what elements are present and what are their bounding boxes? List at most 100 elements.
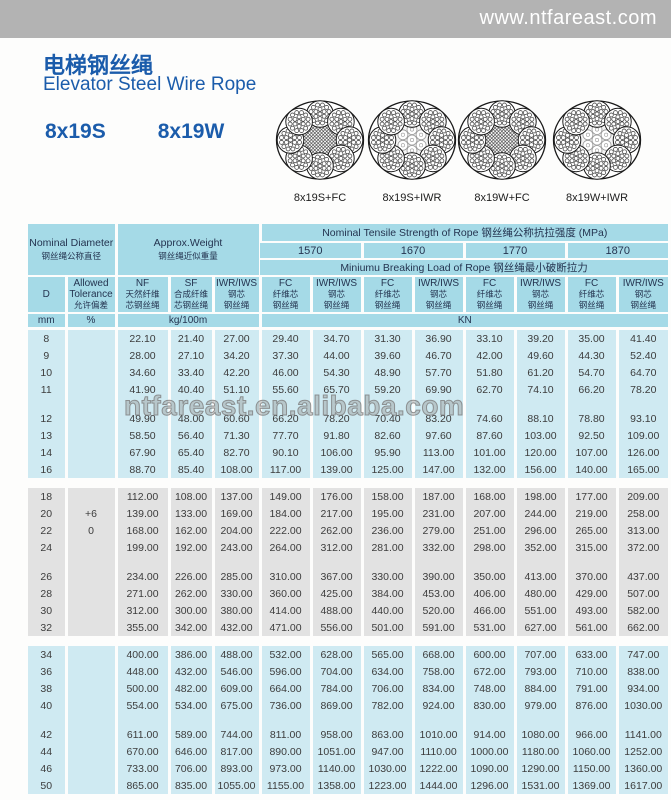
value-cell: 140.00 (564, 461, 618, 483)
value-cell: 78.80 (564, 410, 618, 427)
value-cell: 736.00 (258, 697, 312, 714)
value-cell: 103.00 (513, 427, 567, 444)
value-cell: 406.00 (462, 585, 516, 602)
table-row: 13 58.50 56.40 71.30 77.70 91.80 82.60 97.60 87.… (28, 427, 669, 444)
value-cell: 279.00 (411, 522, 465, 539)
table-row: 46 733.00 706.00 893.00 973.00 1140.00 1030.00… (28, 760, 669, 777)
table-row: 30 312.00 300.00 380.00 414.00 488.00 440.00 52… (28, 602, 669, 619)
value-cell: 78.20 (309, 410, 363, 427)
value-cell: 156.00 (513, 461, 567, 483)
value-cell: 285.00 (211, 568, 261, 585)
value-cell: 149.00 (258, 478, 312, 505)
tolerance-cell (64, 697, 116, 714)
value-cell: 890.00 (258, 743, 312, 760)
value-cell: 209.00 (615, 478, 669, 505)
value-cell: 236.00 (360, 522, 414, 539)
value-cell: 863.00 (360, 726, 414, 743)
value-cell: 165.00 (615, 461, 669, 483)
value-cell: 147.00 (411, 461, 465, 483)
value-cell: 22.10 (114, 328, 169, 347)
value-cell: 973.00 (258, 760, 312, 777)
table-row: 14 67.90 65.40 82.70 90.10 106.00 95.90 113.00 1… (28, 444, 669, 461)
diameter-cell: 22 (28, 522, 66, 539)
value-cell: 1051.00 (309, 743, 363, 760)
value-cell: 46.00 (258, 364, 312, 381)
value-cell: 817.00 (211, 743, 261, 760)
value-cell: 65.40 (167, 444, 213, 461)
tolerance-cell (64, 347, 116, 364)
value-cell: 784.00 (309, 680, 363, 697)
value-cell: 947.00 (360, 743, 414, 760)
value-cell: 39.20 (513, 328, 567, 347)
table-row: 20 +6 139.00 133.00 169.00 184.00 217.00 195.00… (28, 505, 669, 522)
value-cell: 1080.00 (513, 726, 567, 743)
value-cell: 531.00 (462, 619, 516, 641)
tolerance-cell (64, 743, 116, 760)
value-cell: 281.00 (360, 539, 414, 556)
tolerance-cell (64, 760, 116, 777)
page-title-en: Elevator Steel Wire Rope (43, 74, 257, 95)
value-cell: 234.00 (114, 568, 169, 585)
value-cell: 429.00 (564, 585, 618, 602)
value-cell: 39.60 (360, 347, 414, 364)
value-cell: 520.00 (411, 602, 465, 619)
value-cell: 1030.00 (615, 697, 669, 714)
value-cell: 966.00 (564, 726, 618, 743)
value-cell: 414.00 (258, 602, 312, 619)
value-cell: 41.90 (114, 381, 169, 398)
rope-cross-section-image (274, 99, 366, 190)
rope-type-labels: 8x19S 8x19W (45, 120, 276, 144)
value-cell: 1444.00 (411, 777, 465, 794)
value-cell: 67.90 (114, 444, 169, 461)
value-cell: 65.70 (309, 381, 363, 398)
value-cell: 471.00 (258, 619, 312, 641)
diameter-cell: 50 (28, 777, 66, 794)
value-cell: 34.60 (114, 364, 169, 381)
value-cell: 49.90 (114, 410, 169, 427)
grade-1670: 1670 (360, 242, 465, 260)
col-iws-weight: IWR/IWS 钢芯 钢丝绳 (211, 276, 261, 314)
value-cell: 884.00 (513, 680, 567, 697)
value-cell: 330.00 (211, 585, 261, 602)
grade-1570: 1570 (260, 242, 363, 260)
value-cell: 29.40 (258, 328, 312, 347)
rope-type-8x19s: 8x19S (45, 120, 106, 143)
approx-weight-header: Approx.Weight 钢丝绳近似重量 (114, 224, 261, 277)
table-row: 8 22.10 21.40 27.00 29.40 34.70 31.30 36.90 33.1… (28, 328, 669, 347)
value-cell: 33.40 (167, 364, 213, 381)
value-cell: 37.30 (258, 347, 312, 364)
table-row: 42 611.00 589.00 744.00 811.00 958.00 863.00 10… (28, 726, 669, 743)
spacer-row (28, 398, 669, 410)
value-cell: 704.00 (309, 663, 363, 680)
value-cell: 332.00 (411, 539, 465, 556)
value-cell: 312.00 (114, 602, 169, 619)
col-iws-1570: IWR/IWS 钢芯 钢丝绳 (309, 276, 363, 314)
diameter-cell: 32 (28, 619, 66, 641)
value-cell: 668.00 (411, 636, 465, 663)
value-cell: 56.40 (167, 427, 213, 444)
col-fc-1770: FC 纤维芯 钢丝绳 (462, 276, 516, 314)
value-cell: 162.00 (167, 522, 213, 539)
value-cell: 31.30 (360, 328, 414, 347)
value-cell: 551.00 (513, 602, 567, 619)
value-cell: 204.00 (211, 522, 261, 539)
value-cell: 534.00 (167, 697, 213, 714)
value-cell: 811.00 (258, 726, 312, 743)
value-cell: 748.00 (462, 680, 516, 697)
value-cell: 59.20 (360, 381, 414, 398)
value-cell: 546.00 (211, 663, 261, 680)
value-cell: 92.50 (564, 427, 618, 444)
value-cell: 372.00 (615, 539, 669, 556)
diameter-cell: 36 (28, 663, 66, 680)
value-cell: 1055.00 (211, 777, 261, 794)
value-cell: 1000.00 (462, 743, 516, 760)
value-cell: 1141.00 (615, 726, 669, 743)
diameter-cell: 9 (28, 347, 66, 364)
value-cell: 51.10 (211, 381, 261, 398)
value-cell: 88.10 (513, 410, 567, 427)
value-cell: 57.70 (411, 364, 465, 381)
top-banner: www.ntfareast.com (0, 0, 671, 38)
tolerance-cell (64, 461, 116, 483)
value-cell: 596.00 (258, 663, 312, 680)
value-cell: 125.00 (360, 461, 414, 483)
